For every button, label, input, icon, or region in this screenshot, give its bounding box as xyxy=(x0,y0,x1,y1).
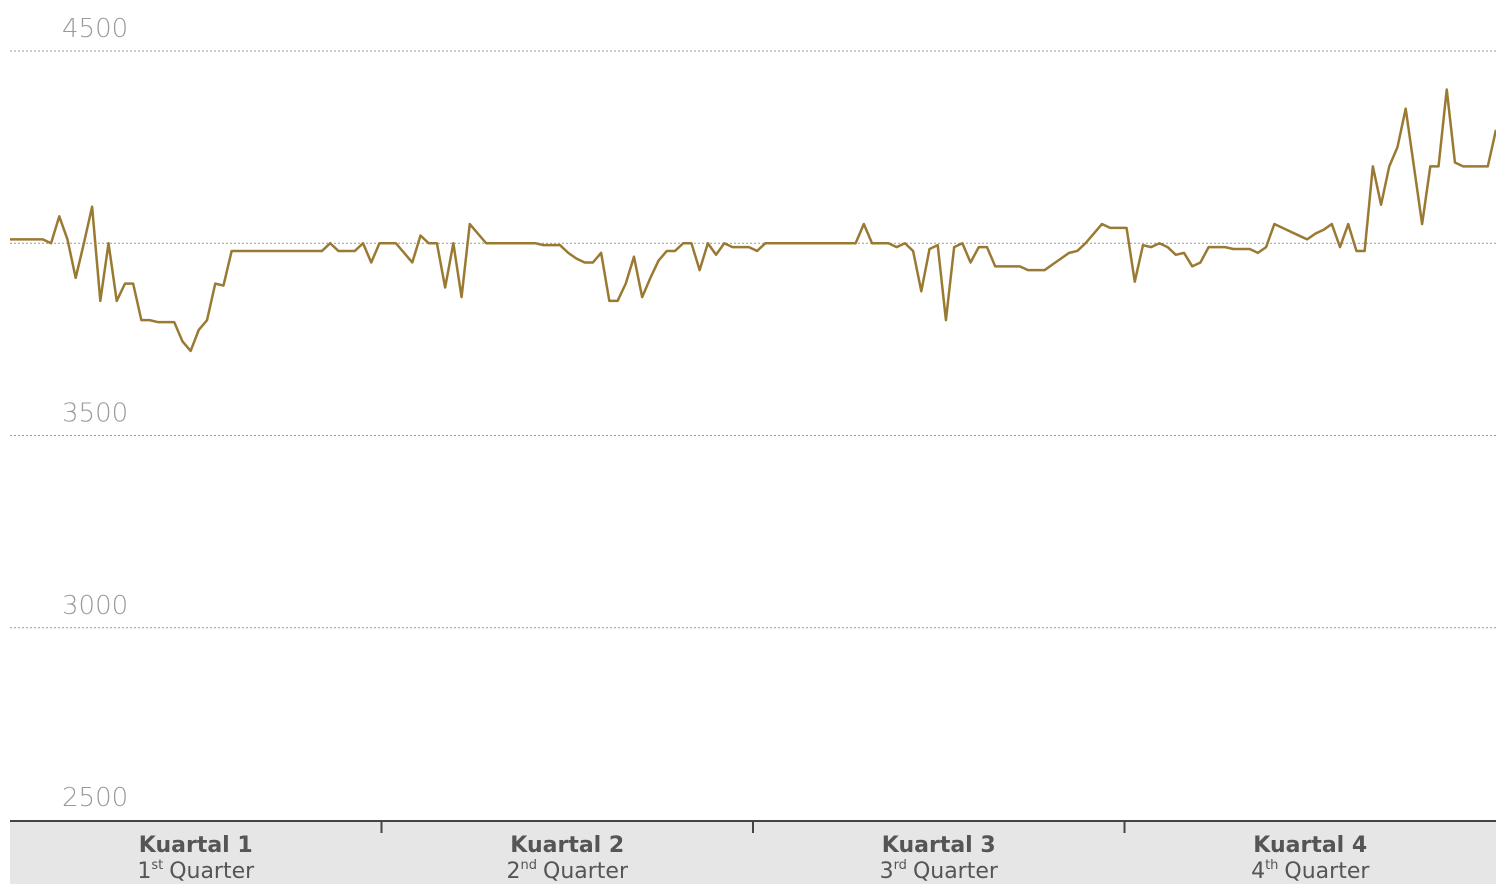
quarter-sublabel: 4th Quarter xyxy=(1251,858,1370,884)
quarter-word: Quarter xyxy=(169,859,255,884)
price-line xyxy=(10,88,1496,353)
y-tick-label: 3000 xyxy=(62,591,128,621)
quarter-name: Kuartal 1 xyxy=(139,833,253,858)
quarter-name: Kuartal 4 xyxy=(1253,833,1367,858)
quarter-suffix: nd xyxy=(521,858,538,873)
quarter-sublabel: 2nd Quarter xyxy=(507,858,629,884)
quarter-name: Kuartal 2 xyxy=(510,833,624,858)
quarter-name: Kuartal 3 xyxy=(882,833,996,858)
quarter-sublabel: 1st Quarter xyxy=(137,858,255,884)
quarter-number: 2 xyxy=(507,859,521,884)
quarter-number: 3 xyxy=(880,859,894,884)
y-tick-label: 2500 xyxy=(62,783,128,813)
quarter-suffix: th xyxy=(1265,858,1278,873)
y-tick-label: 4500 xyxy=(62,14,128,44)
quarter-suffix: rd xyxy=(894,858,907,873)
quarter-number: 4 xyxy=(1251,859,1265,884)
quarter-number: 1 xyxy=(137,859,151,884)
quarter-word: Quarter xyxy=(1284,859,1370,884)
quarter-word: Quarter xyxy=(543,859,629,884)
quarter-sublabel: 3rd Quarter xyxy=(880,858,999,884)
quarter-suffix: st xyxy=(151,858,163,873)
quarter-word: Quarter xyxy=(913,859,999,884)
y-tick-label: 3500 xyxy=(62,399,128,429)
